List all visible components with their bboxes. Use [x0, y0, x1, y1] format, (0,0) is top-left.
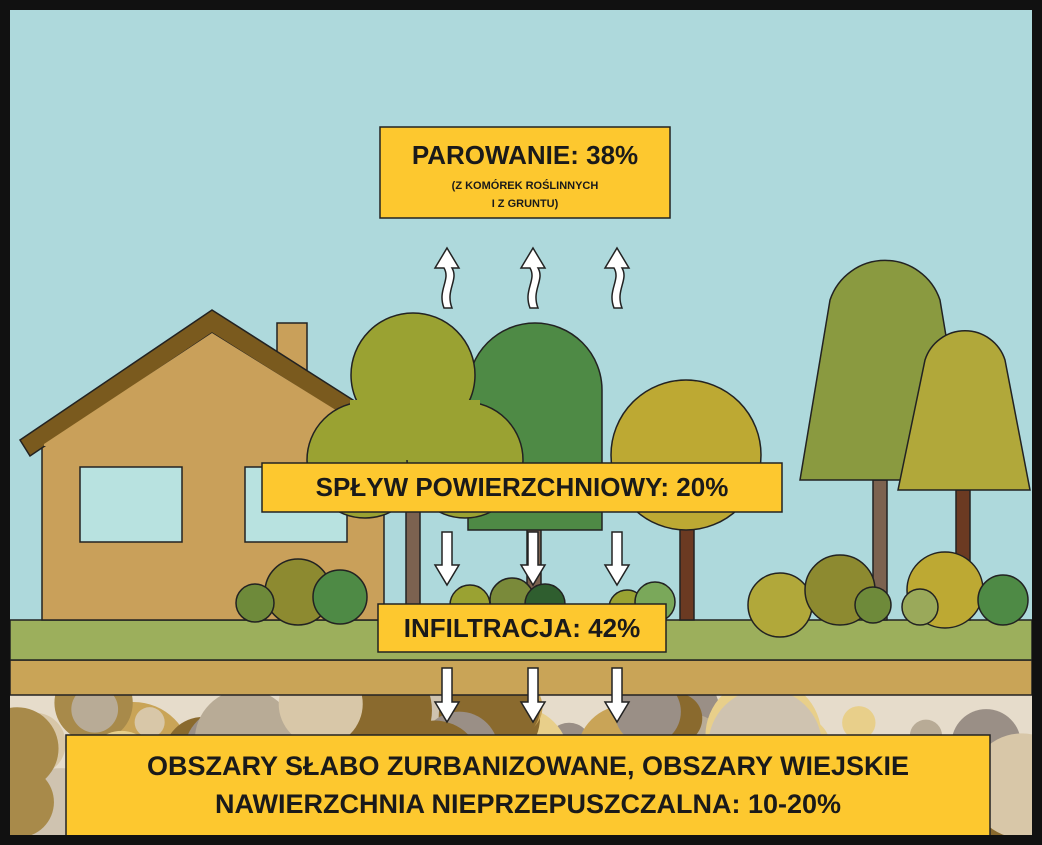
evaporation-note: I Z GRUNTU) — [492, 198, 559, 210]
runoff-title: SPŁYW POWIERZCHNIOWY: 20% — [316, 472, 729, 502]
infiltration-title: INFILTRACJA: 42% — [404, 613, 640, 643]
footer-line: NAWIERZCHNIA NIEPRZEPUSZCZALNA: 10-20% — [215, 789, 841, 819]
evaporation-note: (Z KOMÓREK ROŚLINNYCH — [452, 179, 599, 192]
footer-line: OBSZARY SŁABO ZURBANIZOWANE, OBSZARY WIE… — [147, 751, 909, 781]
evaporation-title: PAROWANIE: 38% — [412, 140, 638, 170]
earth-layer — [10, 660, 1032, 695]
pebble — [135, 707, 165, 737]
page: PAROWANIE: 38% (Z KOMÓREK ROŚLINNYCH I Z… — [0, 0, 1042, 845]
infographic: PAROWANIE: 38% (Z KOMÓREK ROŚLINNYCH I Z… — [0, 0, 1042, 845]
